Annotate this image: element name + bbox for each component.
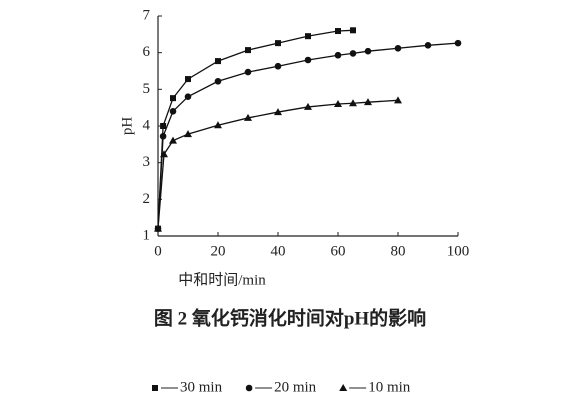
chart-title: 图 2 氧化钙消化时间对pH的影响 xyxy=(154,306,426,329)
marker xyxy=(394,96,402,104)
legend-label: 10 min xyxy=(368,379,411,395)
marker xyxy=(394,44,402,52)
marker xyxy=(334,100,342,107)
series-line xyxy=(157,99,399,229)
x-tick-label: 100 xyxy=(447,243,470,259)
x-tick-label: 0 xyxy=(154,243,162,259)
marker xyxy=(454,39,462,47)
marker xyxy=(424,42,432,49)
marker xyxy=(275,40,281,47)
marker xyxy=(169,136,177,144)
marker xyxy=(185,76,191,83)
y-tick-label: 4 xyxy=(143,117,151,133)
x-tick-label: 80 xyxy=(391,243,406,259)
marker xyxy=(304,56,312,64)
marker xyxy=(244,113,252,121)
marker xyxy=(274,108,282,116)
marker xyxy=(160,150,168,158)
legend-label: 20 min xyxy=(274,379,317,395)
x-tick-label: 60 xyxy=(331,243,346,259)
marker xyxy=(364,47,372,55)
marker xyxy=(214,77,222,85)
series-line xyxy=(157,42,459,229)
marker xyxy=(184,93,192,100)
marker xyxy=(349,99,357,107)
marker xyxy=(159,132,167,140)
marker xyxy=(335,28,341,35)
x-tick-label: 20 xyxy=(211,243,226,259)
marker xyxy=(170,95,176,102)
marker xyxy=(184,130,192,138)
marker xyxy=(304,102,312,110)
marker xyxy=(349,50,357,57)
x-axis-label: 中和时间/min xyxy=(178,271,266,288)
y-tick-label: 7 xyxy=(143,7,151,23)
y-tick-label: 2 xyxy=(143,191,151,207)
x-tick-label: 40 xyxy=(271,243,286,259)
legend-marker xyxy=(245,384,253,392)
y-axis-label: pH xyxy=(119,117,135,136)
y-tick-label: 3 xyxy=(143,154,151,170)
marker xyxy=(274,62,282,70)
marker xyxy=(305,33,311,40)
marker xyxy=(245,47,251,54)
marker xyxy=(364,98,372,106)
marker xyxy=(160,123,167,129)
series-line xyxy=(157,29,354,229)
legend-marker xyxy=(339,384,348,391)
marker xyxy=(214,121,222,129)
marker xyxy=(244,68,252,76)
y-tick-label: 5 xyxy=(143,81,151,97)
marker xyxy=(169,108,177,115)
y-tick-label: 6 xyxy=(143,44,151,60)
marker xyxy=(215,58,221,65)
marker xyxy=(350,27,356,34)
marker xyxy=(154,224,162,232)
marker xyxy=(334,51,342,59)
y-tick-label: 1 xyxy=(143,227,151,243)
legend-label: 30 min xyxy=(180,379,223,395)
legend-marker xyxy=(152,385,158,391)
